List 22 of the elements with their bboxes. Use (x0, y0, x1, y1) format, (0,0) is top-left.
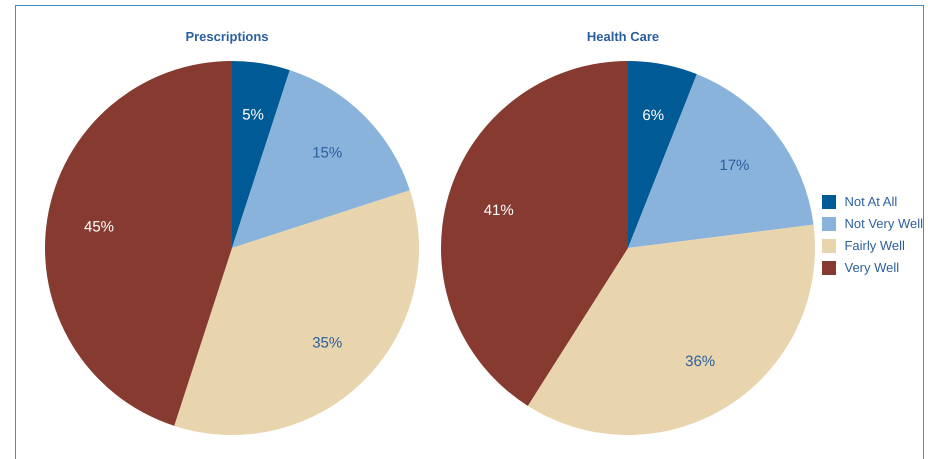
data-label: 41% (484, 202, 514, 219)
legend-label: Not At All (844, 193, 898, 211)
legend-label: Not Very Well (844, 215, 923, 233)
pie-slice (232, 61, 290, 248)
pie-slice (232, 70, 410, 248)
pie-slice (441, 61, 628, 406)
pie-slice (628, 74, 814, 248)
data-label: 17% (719, 156, 750, 174)
data-label: 35% (312, 334, 342, 352)
chart-title: Prescriptions (184, 29, 270, 44)
legend-label: Very Well (844, 259, 900, 277)
data-label: 15% (312, 144, 342, 162)
pie-slice (528, 224, 815, 435)
data-label: 6% (642, 107, 664, 124)
legend-label: Fairly Well (844, 237, 905, 255)
pie-slice (45, 61, 232, 426)
data-label: 45% (84, 218, 114, 236)
pie-slice (628, 61, 697, 248)
chart-title: Health Care (586, 29, 660, 44)
data-label: 5% (242, 106, 264, 124)
data-label: 36% (685, 353, 716, 370)
pie-slice (174, 190, 419, 435)
